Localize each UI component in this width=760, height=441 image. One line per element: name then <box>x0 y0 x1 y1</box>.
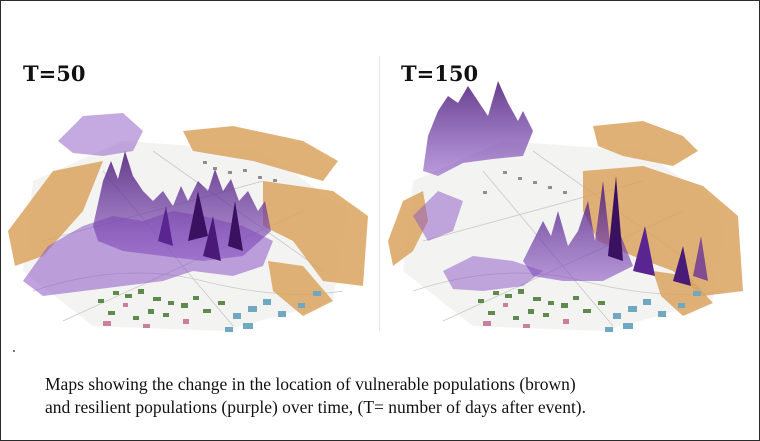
panel-label-t150: T=150 <box>401 61 479 86</box>
resilient-areas-t150 <box>413 81 708 291</box>
panel-label-t50: T=50 <box>23 61 86 86</box>
map-t150 <box>388 81 743 332</box>
figure-caption: Maps showing the change in the location … <box>45 373 745 419</box>
vulnerable-areas-t50 <box>8 126 368 316</box>
buildings-t150 <box>478 171 701 332</box>
resilient-areas-t50 <box>23 113 273 296</box>
stray-mark <box>13 350 15 352</box>
caption-line-2: and resilient populations (purple) over … <box>45 397 587 417</box>
caption-line-1: Maps showing the change in the location … <box>45 374 576 394</box>
map-panel-t50: T=50 <box>3 41 377 341</box>
buildings-t50 <box>98 161 321 332</box>
map-panel-t150: T=150 <box>383 41 757 341</box>
map-t50 <box>8 113 368 332</box>
panel-divider <box>379 56 380 331</box>
